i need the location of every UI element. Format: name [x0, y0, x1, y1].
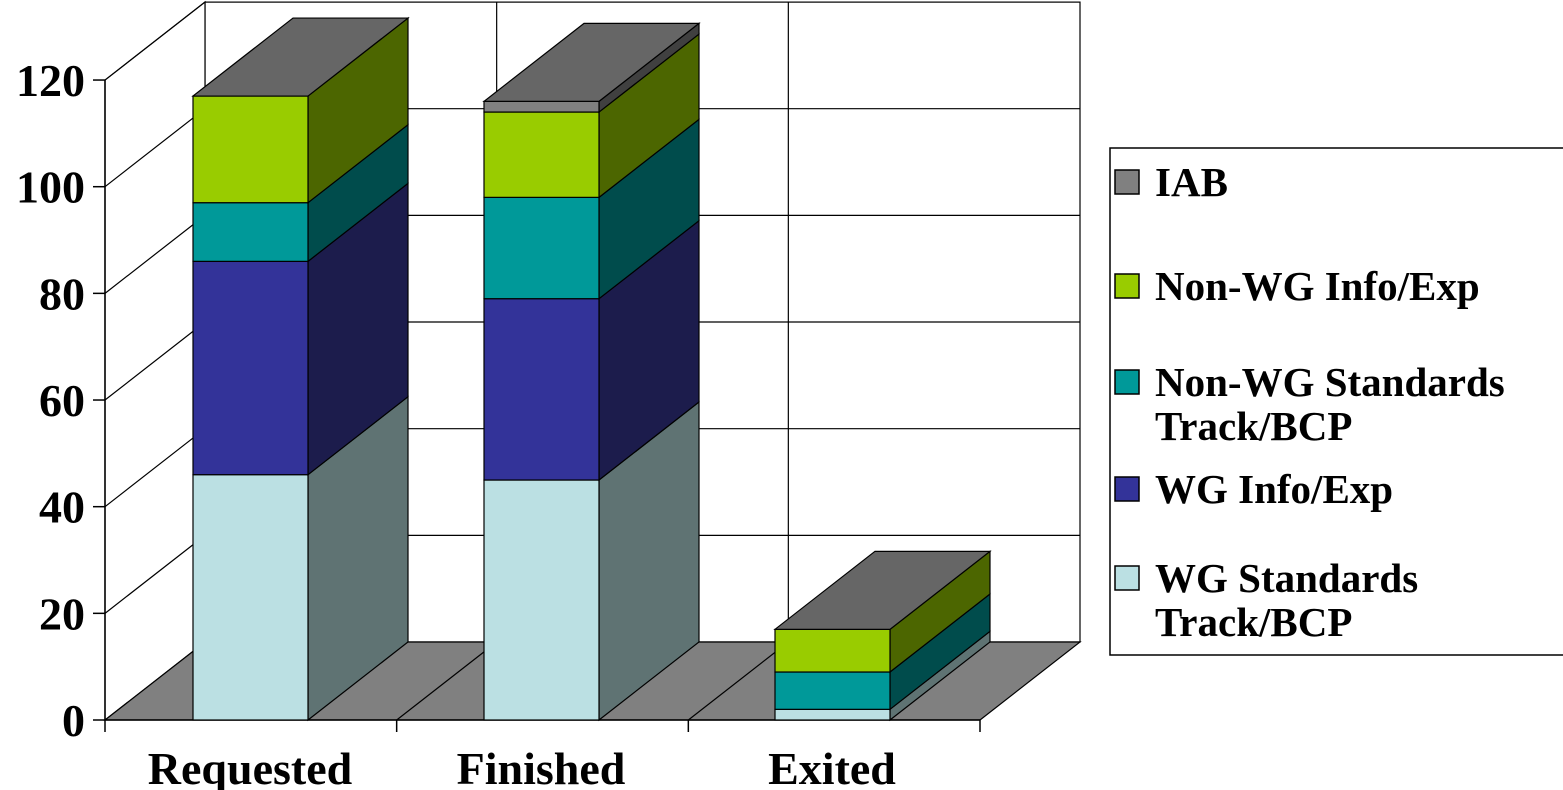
legend: IAB Non-WG Info/Exp Non-WG Standards Track/…: [1109, 147, 1563, 656]
bar-segment: [774, 708, 891, 721]
legend-item: IAB: [1114, 159, 1228, 205]
y-tick-label: 0: [62, 695, 85, 746]
legend-label: Non-WG Info/Exp: [1155, 263, 1480, 309]
x-category-label: Exited: [768, 743, 896, 790]
y-tick-label: 120: [16, 55, 85, 106]
bar-segment: [483, 111, 600, 198]
bar-top-face: [191, 17, 410, 97]
bar-segment: [483, 479, 600, 721]
bar-segment: [192, 260, 309, 476]
floor-divider: [687, 641, 789, 721]
legend-item: WG Info/Exp: [1114, 466, 1393, 512]
bar-stack: [773, 550, 992, 722]
bar-segment: [774, 628, 891, 673]
bar-segment: [483, 196, 600, 300]
y-tick-label: 40: [39, 482, 85, 533]
legend-label: IAB: [1155, 159, 1228, 205]
legend-swatch: [1114, 169, 1140, 195]
x-category-labels: Requested Finished Exited: [148, 743, 897, 790]
x-category-label: Requested: [148, 743, 353, 790]
x-category-label: Finished: [457, 743, 626, 790]
legend-swatch: [1114, 476, 1140, 502]
legend-item: Non-WG Info/Exp: [1114, 263, 1480, 309]
y-tick-label: 60: [39, 375, 85, 426]
legend-swatch: [1114, 273, 1140, 299]
bar-segment: [483, 100, 600, 113]
legend-label: Non-WG Standards Track/BCP: [1155, 359, 1505, 449]
legend-label: WG Info/Exp: [1155, 466, 1393, 512]
bar-segment: [774, 671, 891, 710]
bar-top-face: [482, 22, 701, 102]
legend-swatch: [1114, 565, 1140, 591]
bars: [191, 16, 992, 722]
legend-item: WG Standards Track/BCP: [1114, 555, 1418, 645]
bar-stack: [482, 22, 701, 722]
bar-stack: [191, 16, 410, 722]
bar-segment: [192, 202, 309, 262]
y-tick-label: 20: [39, 588, 85, 639]
legend-box: [1109, 147, 1563, 656]
y-tick-labels: 0 20 40 60 80 100 120: [16, 55, 85, 746]
y-tick-label: 80: [39, 268, 85, 319]
legend-swatch: [1114, 369, 1140, 395]
bar-top-face: [773, 550, 992, 630]
floor-divider: [396, 641, 498, 721]
bar-segment: [192, 474, 309, 721]
legend-item: Non-WG Standards Track/BCP: [1114, 359, 1505, 449]
y-tick-label: 100: [16, 162, 85, 213]
bar-segment: [483, 298, 600, 481]
bar-segment: [192, 95, 309, 204]
legend-label: WG Standards Track/BCP: [1155, 555, 1418, 645]
